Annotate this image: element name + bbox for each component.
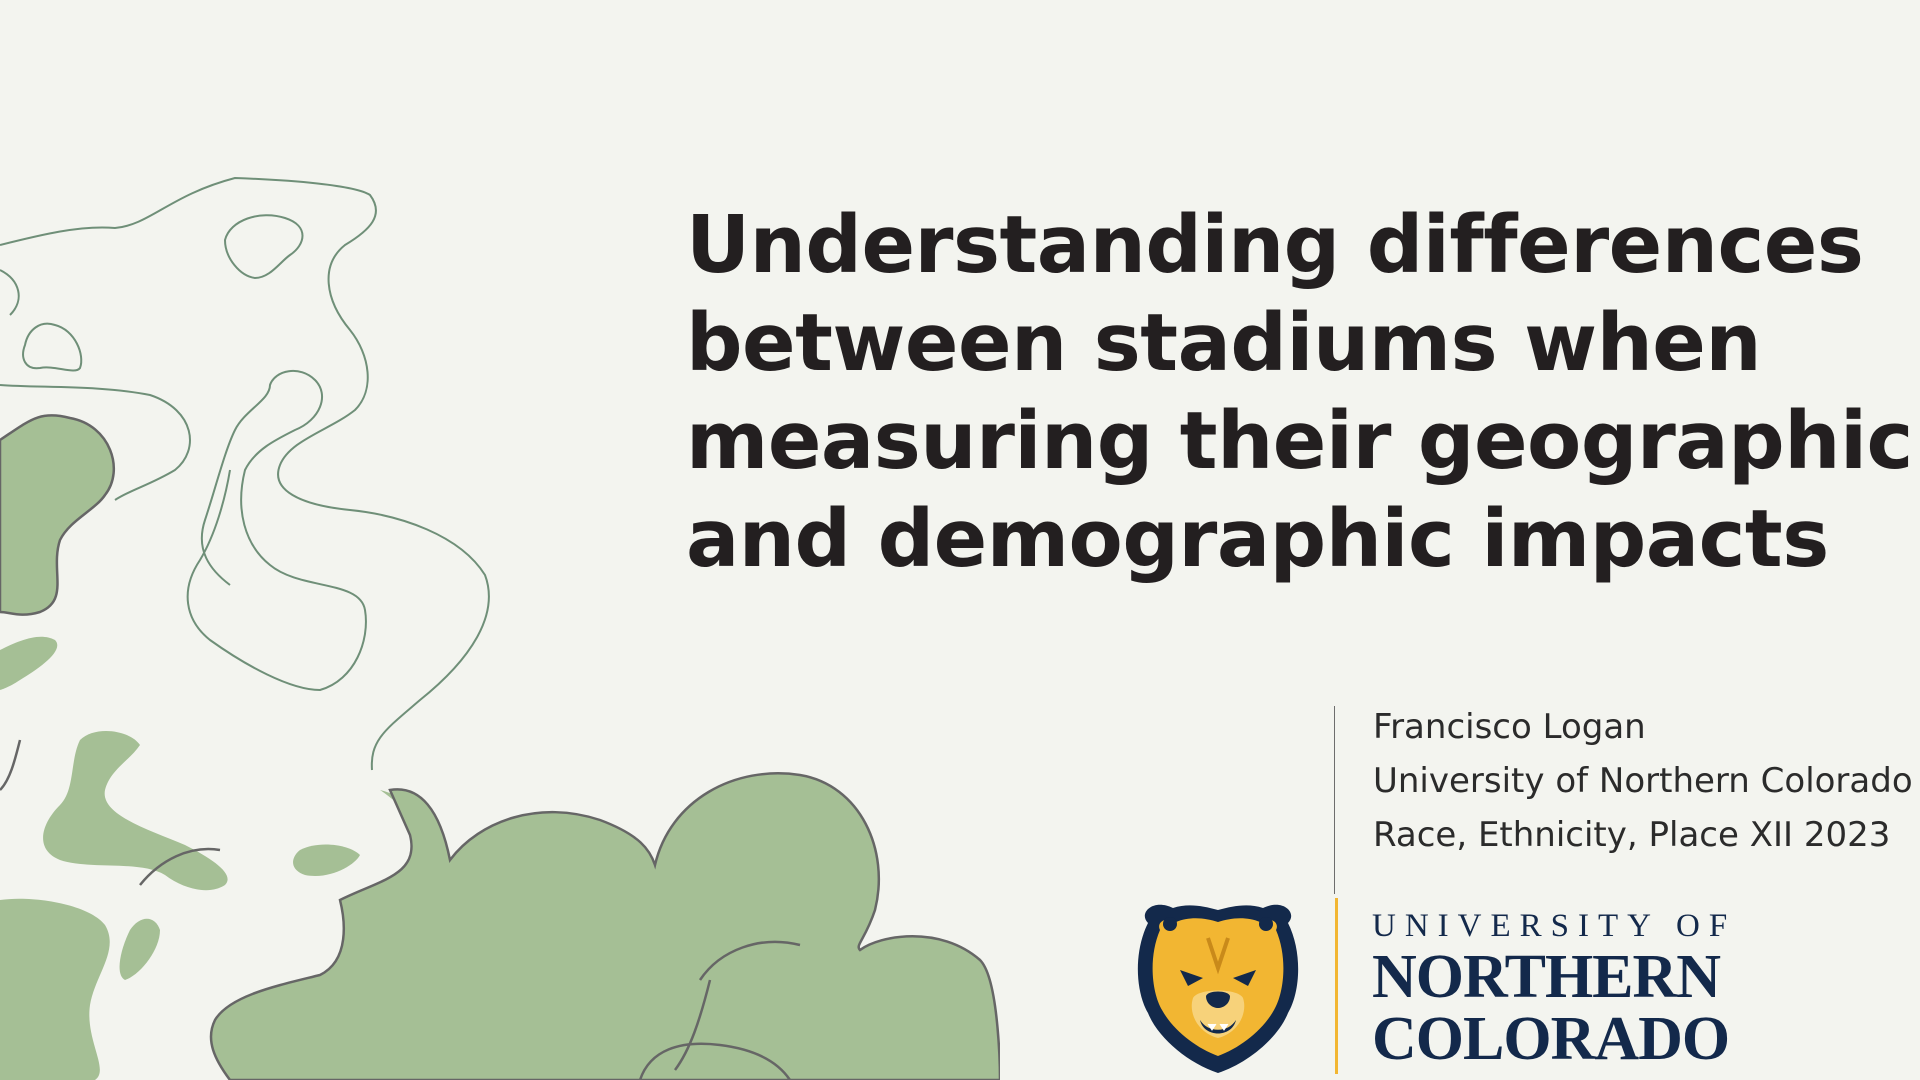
presenter-event: Race, Ethnicity, Place XII 2023 (1373, 815, 1891, 855)
presenter-divider (1334, 706, 1335, 894)
topographic-decoration (0, 176, 1000, 1080)
logo-line-3: COLORADO (1372, 1005, 1730, 1073)
presenter-affiliation: University of Northern Colorado (1373, 761, 1913, 801)
title-line-2: between stadiums when (686, 297, 1762, 389)
slide-title: Understanding differences between stadiu… (686, 196, 1913, 588)
logo-line-1: UNIVERSITY OF (1372, 908, 1737, 944)
title-line-3: measuring their geographic (686, 395, 1913, 487)
logo-wordmark: UNIVERSITY OF NORTHERN COLORADO (1372, 906, 1736, 1070)
presenter-name: Francisco Logan (1373, 707, 1646, 747)
title-line-4: and demographic impacts (686, 493, 1829, 585)
bear-mascot-icon (1137, 904, 1299, 1073)
unc-logo: UNIVERSITY OF NORTHERN COLORADO (1128, 898, 1908, 1080)
logo-divider (1335, 898, 1338, 1074)
title-line-1: Understanding differences (686, 199, 1864, 291)
logo-line-2: NORTHERN (1372, 943, 1721, 1011)
presenter-info: Francisco Logan University of Northern C… (1373, 700, 1913, 862)
